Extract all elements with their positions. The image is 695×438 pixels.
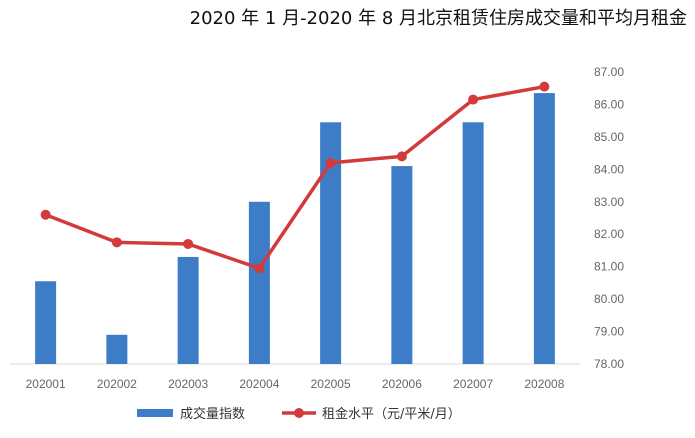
x-tick-202003: 202003 [168, 377, 208, 391]
bar-202008 [533, 93, 555, 364]
rent-point-202005 [325, 157, 336, 168]
bar-202004 [248, 201, 270, 364]
y-tick-80.00: 80.00 [594, 292, 624, 306]
y-tick-79.00: 79.00 [594, 325, 624, 339]
rent-point-202006 [396, 151, 407, 162]
x-tick-202002: 202002 [97, 377, 137, 391]
bar-202005 [320, 122, 342, 365]
rent-point-202001 [40, 209, 51, 220]
legend-line-label: 租金水平（元/平米/月） [322, 406, 461, 422]
bar-202006 [391, 166, 413, 364]
x-tick-labels: 202001 202002 202003 202004 202005 202006 2020… [26, 377, 565, 391]
legend-line-marker [294, 408, 304, 418]
rent-line [44, 84, 545, 271]
legend: 成交量指数 租金水平（元/平米/月） [137, 406, 461, 422]
rent-point-202008 [539, 81, 550, 92]
legend-bar-label: 成交量指数 [180, 406, 245, 422]
y-tick-78.00: 78.00 [594, 357, 624, 371]
x-tick-202001: 202001 [26, 377, 66, 391]
legend-bar-swatch [137, 409, 173, 417]
line-series [40, 81, 550, 274]
rent-point-202007 [468, 94, 479, 105]
y-tick-87.00: 87.00 [594, 65, 624, 79]
bar-202001 [35, 281, 57, 364]
bar-202007 [462, 122, 484, 365]
bar-202003 [177, 256, 199, 364]
rent-point-202003 [183, 238, 194, 249]
rent-point-202004 [254, 263, 265, 274]
y-tick-labels: 78.00 79.00 80.00 81.00 82.00 83.00 84.00 85.00… [594, 65, 624, 371]
y-tick-81.00: 81.00 [594, 260, 624, 274]
x-tick-202008: 202008 [524, 377, 564, 391]
x-tick-202006: 202006 [382, 377, 422, 391]
x-tick-202005: 202005 [311, 377, 351, 391]
y-tick-84.00: 84.00 [594, 162, 624, 176]
chart-title: 2020 年 1 月-2020 年 8 月北京租赁住房成交量和平均月租金 [189, 8, 687, 29]
x-tick-202004: 202004 [239, 377, 279, 391]
y-tick-86.00: 86.00 [594, 97, 624, 111]
y-tick-82.00: 82.00 [594, 227, 624, 241]
y-tick-83.00: 83.00 [594, 195, 624, 209]
rent-point-202002 [111, 237, 122, 248]
x-tick-202007: 202007 [453, 377, 493, 391]
bar-series [35, 93, 555, 365]
bar-202002 [106, 334, 128, 364]
y-tick-85.00: 85.00 [594, 130, 624, 144]
